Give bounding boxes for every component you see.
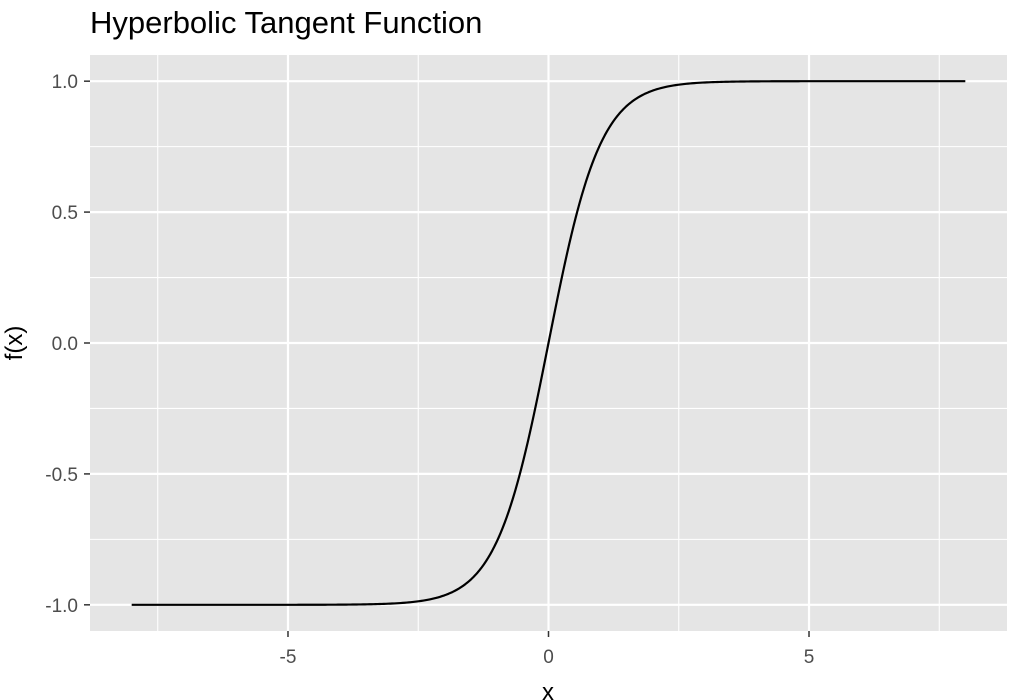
x-tick-label: 5 — [804, 647, 815, 668]
y-tick-label: 1.0 — [52, 72, 78, 93]
y-axis-label: f(x) — [1, 326, 28, 361]
chart-title: Hyperbolic Tangent Function — [90, 5, 482, 40]
series-line-tanh — [131, 80, 966, 606]
x-axis-label: x — [542, 679, 554, 700]
y-axis: -1.0 -0.5 0.0 0.5 1.0 — [45, 72, 90, 617]
series-layer — [131, 80, 966, 606]
x-axis: -5 0 5 — [280, 631, 815, 668]
x-tick-label: 0 — [543, 647, 554, 668]
y-tick-label: -0.5 — [45, 465, 78, 486]
y-tick-label: 0.0 — [52, 334, 78, 355]
y-tick-label: -1.0 — [45, 596, 78, 617]
y-tick-label: 0.5 — [52, 203, 78, 224]
x-tick-label: -5 — [280, 647, 297, 668]
